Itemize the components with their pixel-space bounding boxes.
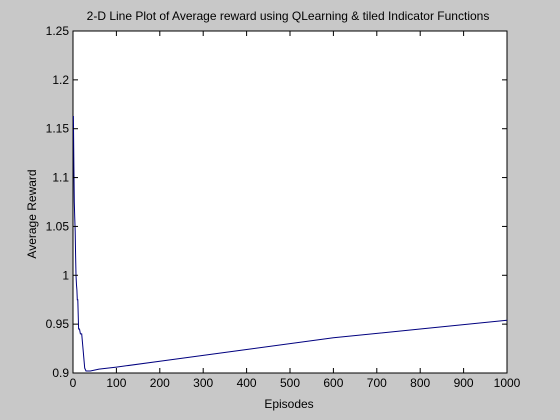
- x-tick-label: 500: [280, 376, 300, 390]
- x-tick-label: 100: [106, 376, 126, 390]
- x-tick-label: 400: [237, 376, 257, 390]
- ticks-layer: 0 100 200 300 400 500 600 700 800 900 1000 0.9 0.95 1…: [46, 24, 521, 390]
- y-tick-label: 1.1: [52, 171, 69, 185]
- x-tick-label: 1000: [494, 376, 521, 390]
- y-tick-label: 1: [62, 268, 69, 282]
- x-tick-label: 300: [193, 376, 213, 390]
- x-tick-label: 900: [454, 376, 474, 390]
- x-tick-label: 0: [70, 376, 77, 390]
- x-tick-label: 800: [410, 376, 430, 390]
- x-tick-label: 700: [367, 376, 387, 390]
- y-tick-label: 1.15: [46, 122, 70, 136]
- series-layer: [72, 115, 508, 372]
- x-axis-title: Episodes: [264, 397, 313, 411]
- x-tick-label: 200: [150, 376, 170, 390]
- x-tick-label: 600: [323, 376, 343, 390]
- chart-title: 2-D Line Plot of Average reward using QL…: [87, 9, 490, 23]
- y-tick-label: 1.05: [46, 219, 70, 233]
- axes-background: [72, 30, 508, 374]
- y-axis-title: Average Reward: [25, 169, 39, 258]
- y-tick-label: 0.9: [52, 366, 69, 380]
- y-tick-label: 1.2: [52, 73, 69, 87]
- y-tick-label: 1.25: [46, 24, 70, 38]
- y-tick-label: 0.95: [46, 317, 70, 331]
- series-line-0: [72, 115, 508, 372]
